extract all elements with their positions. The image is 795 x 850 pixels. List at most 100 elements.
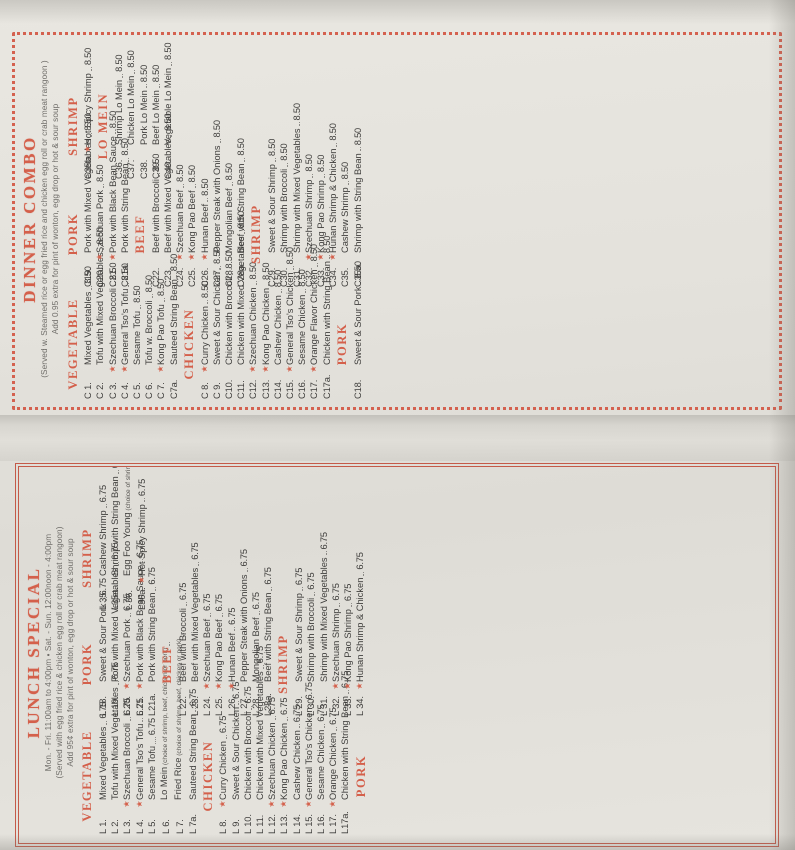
leader-dots: [99, 504, 107, 509]
leader-dots: [133, 304, 141, 309]
menu-item-name-text: Szechuan Broccoli: [122, 723, 133, 800]
menu-item-code: L 3.: [122, 819, 133, 834]
menu-item-row: C40. Vegetable Lo Mein 8.50: [162, 43, 174, 179]
menu-item-name-text: Mongolian Beef: [251, 617, 262, 682]
spicy-star-icon: ★: [122, 682, 132, 690]
menu-item-code: C14.: [272, 379, 283, 399]
menu-item-row: C35b. ★ Hot Spicy Shrimp 8.50: [82, 48, 94, 179]
menu-item-code: C22.: [150, 267, 161, 287]
menu-item-code: C13.: [260, 379, 271, 399]
menu-item-row: L 21. ★ Pork with Black Bean Sauce 6.75: [134, 540, 146, 716]
menu-item-row: L 15. ★ General Tso's Chicken 6.75: [303, 682, 315, 834]
menu-item-code: L 16.: [316, 814, 327, 834]
menu-item-row: C14. Cashew Chicken 8.50: [272, 270, 284, 399]
menu-item-name: Shrimp Lo Mein: [113, 80, 125, 145]
menu-item-name-text: Sauteed String Bean: [168, 279, 179, 365]
spicy-star-icon: ★: [226, 682, 236, 690]
menu-item-row: L 3. ★ Szechuan Broccoli 6.75: [121, 698, 133, 834]
leader-dots: [201, 300, 209, 305]
menu-item-name-text: Szechuan Shrimp: [303, 179, 314, 253]
leader-dots: [145, 294, 153, 299]
menu-item-code: C11.: [236, 380, 247, 399]
section-heading-vegetable: VEGETABLE: [65, 298, 80, 390]
menu-item-name-text: Cashew Shrimp: [340, 187, 351, 253]
menu-item-name: Hot Spicy Shrimp: [82, 73, 94, 145]
spicy-star-icon: ★: [107, 365, 117, 373]
menu-item-name: Chicken Lo Mein: [125, 76, 137, 145]
menu-item-code: C35a.: [352, 262, 363, 287]
menu-item-price: 6.75: [109, 467, 121, 468]
leader-dots: [136, 717, 144, 722]
menu-item-code: L 28.: [251, 696, 262, 716]
leader-dots: [329, 726, 337, 731]
spicy-star-icon: ★: [202, 682, 212, 690]
menu-item-name-text: Szechuan Pork: [122, 618, 133, 682]
menu-item-code: C28a.: [236, 262, 247, 287]
leader-dots: [225, 182, 233, 187]
menu-item-code: C 1.: [83, 382, 94, 399]
menu-item-name: Orange Chicken: [327, 733, 339, 800]
menu-item-row: L 35. Cashew Shrimp 6.75: [97, 485, 109, 610]
menu-item-name: Chicken with Broccoli: [223, 277, 235, 365]
leader-dots: [115, 73, 123, 78]
menu-item-name-text: Lo Mein: [159, 766, 170, 800]
menu-item-name-text: Szechuan Broccoli: [107, 288, 118, 365]
menu-item-name: Sweet & Sour Pork: [352, 286, 364, 365]
menu-item-name-text: Beef Lo Mein: [150, 90, 161, 145]
menu-item-row: L35a. Shrimp with String Bean 6.75: [109, 467, 121, 610]
menu-item-row: C7a. Sauteed String Bean 8.50: [168, 254, 180, 399]
menu-item-name: Szechuan Beef: [201, 619, 213, 682]
spicy-star-icon: ★: [328, 800, 338, 808]
menu-item-row: C19. Pork with Mixed Vegetables 8.50: [82, 113, 94, 287]
menu-item-name-text: Hunan Beef: [226, 632, 237, 682]
menu-item-row: C 1. Mixed Vegetables 8.50: [82, 266, 94, 399]
leader-dots: [111, 470, 119, 475]
menu-item-code: C12.: [248, 379, 259, 399]
menu-item-row: L 10. Chicken with Broccoli 6.75: [242, 686, 254, 834]
menu-item-code: L17a.: [340, 811, 351, 834]
menu-item-code: C24.: [175, 267, 186, 287]
menu-item-row: L 28. Mongolian Beef 6.75: [250, 592, 262, 716]
menu-column: VEGETABLE C 1. Mixed Vegetables 8.50 C 2. Tof…: [65, 211, 776, 399]
menu-item-code: L 15.: [303, 814, 314, 834]
menu-item-code: L 23.: [190, 696, 201, 716]
menu-item-price: 8.50: [199, 178, 210, 196]
menu-item-name-text: Pork Lo Mein: [138, 90, 149, 145]
menu-item-code: C 9.: [211, 382, 222, 399]
menu-item-name: Szechuan Beef: [174, 190, 186, 253]
menu-item-name: Szechuan Shrimp: [330, 609, 342, 682]
menu-item-code: C 8.: [199, 382, 210, 399]
section-heading-chicken: CHICKEN: [181, 308, 196, 380]
leader-dots: [140, 84, 148, 89]
menu-item-name-text: Hot Spicy Shrimp: [136, 504, 147, 576]
menu-item-name: Sesame Chicken: [296, 295, 308, 365]
leader-dots: [97, 183, 105, 188]
menu-item-price: 8.50: [132, 285, 143, 303]
menu-item-name: Mixed Vegetables: [82, 292, 94, 365]
menu-item-code: L 4.: [134, 819, 145, 834]
spicy-star-icon: ★: [260, 365, 270, 373]
menu-item-code: L 11.: [255, 814, 266, 834]
menu-item-row: C20. ★ Szechuan Pork 8.50: [94, 165, 106, 287]
menu-item-name: Szechuan Broccoli: [107, 288, 119, 365]
leader-dots: [317, 723, 325, 728]
menu-item-row: L 18. Sweet & Sour Pork 6.75: [97, 578, 109, 716]
menu-item-row: L 5. Sesame Tofu 6.75: [146, 718, 158, 834]
menu-item-name-text: General Tso's Chicken: [303, 707, 314, 800]
menu-item-row: C27. Pepper Steak with Onions 8.50: [211, 120, 223, 287]
menu-item-code: L 7a.: [187, 814, 198, 834]
menu-item-name-text: Shrimp with Broccoli: [306, 597, 317, 682]
menu-item-price: 6.75: [226, 607, 237, 625]
menu-item-code: L 14.: [291, 814, 302, 834]
menu-item-code: L 24.: [202, 696, 213, 716]
spicy-star-icon: ★: [199, 365, 209, 373]
menu-item-code: C34.: [328, 267, 339, 287]
menu-item-name-text: Sesame Tofu: [146, 745, 157, 800]
section-heading-shrimp: SHRIMP: [276, 634, 291, 694]
section-heading-pork: PORK: [334, 322, 349, 366]
menu-item-name: Cashew Chicken: [291, 730, 303, 800]
menu-item-name: Sesame Chicken: [315, 730, 327, 800]
menu-item-code: L 21.: [134, 696, 145, 716]
menu-item-row: C 6. Tofu w. Broccoli 8.50: [143, 275, 155, 399]
menu-item-row: C22. Beef with Broccoli 8.50: [150, 154, 162, 287]
